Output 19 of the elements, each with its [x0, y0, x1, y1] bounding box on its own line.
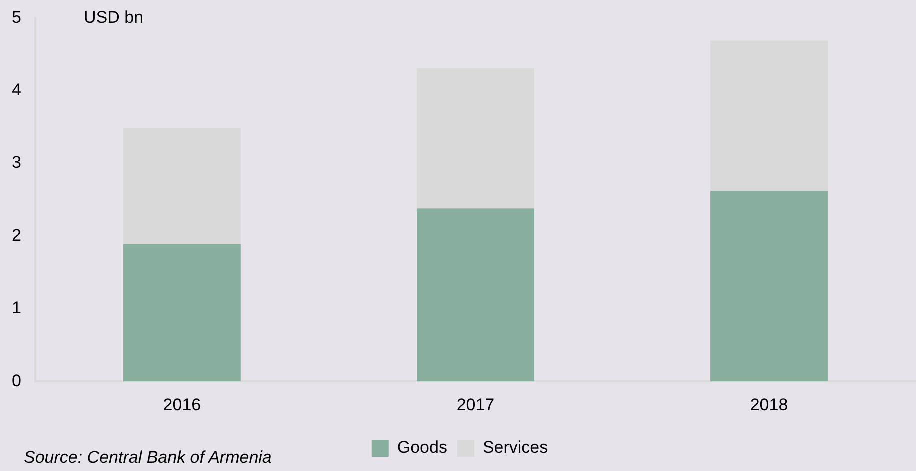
y-tick-label: 3	[12, 153, 22, 172]
y-tick-label: 4	[12, 80, 22, 100]
bar	[710, 40, 828, 192]
y-tick-label: 2	[12, 226, 22, 245]
x-tick-label: 2018	[750, 395, 788, 414]
bar	[124, 244, 241, 382]
x-tick-label: 2017	[456, 395, 495, 414]
y-tick-label: 1	[12, 298, 22, 318]
legend-label: Goods	[397, 438, 448, 458]
y-tick-label: 0	[12, 371, 22, 390]
legend-label: Services	[482, 438, 548, 458]
bar	[124, 128, 241, 244]
bar	[417, 68, 534, 209]
source-note: Source: Central Bank of Armenia	[24, 448, 272, 468]
y-tick-label: 5	[12, 8, 22, 27]
x-tick-label: 2016	[163, 395, 202, 414]
bar	[710, 191, 828, 382]
y-axis-title: USD bn	[84, 8, 144, 28]
bar	[417, 208, 534, 382]
